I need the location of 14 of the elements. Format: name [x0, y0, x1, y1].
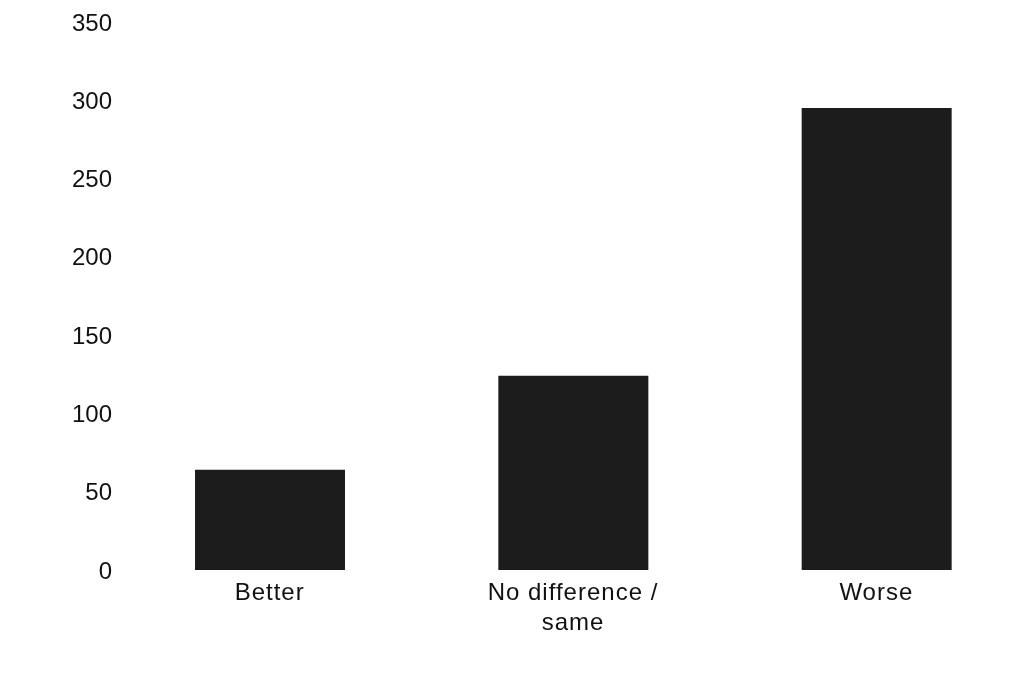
y-tick-label: 300: [71, 86, 112, 114]
y-tick-label: 150: [71, 321, 112, 349]
y-tick-label: 100: [71, 399, 112, 427]
bar: [801, 108, 952, 570]
y-tick-label: 200: [71, 243, 112, 271]
bar: [195, 469, 345, 570]
x-tick-label: Better: [234, 578, 305, 605]
y-tick-label: 350: [71, 8, 112, 36]
bar: [498, 375, 649, 570]
y-tick-label: 50: [85, 478, 112, 506]
x-tick-label: Worse: [839, 578, 914, 605]
y-tick-label: 0: [98, 556, 112, 584]
y-tick-label: 250: [71, 165, 112, 193]
x-tick-label: No difference / same: [487, 578, 659, 635]
